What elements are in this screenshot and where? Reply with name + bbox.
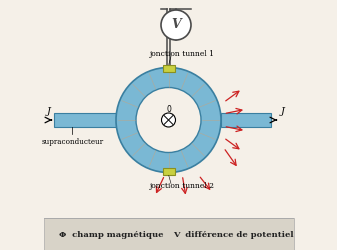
Text: 0: 0 xyxy=(167,105,172,114)
FancyBboxPatch shape xyxy=(162,65,175,72)
Text: supraconducteur: supraconducteur xyxy=(41,138,103,146)
FancyBboxPatch shape xyxy=(43,218,294,250)
Text: J: J xyxy=(280,107,284,116)
FancyBboxPatch shape xyxy=(54,113,116,127)
Text: Φ  champ magnétique: Φ champ magnétique xyxy=(59,232,163,239)
FancyBboxPatch shape xyxy=(221,113,271,127)
Text: jonction tunnel 2: jonction tunnel 2 xyxy=(150,182,215,190)
Text: V  différence de potentiel: V différence de potentiel xyxy=(174,232,294,239)
Circle shape xyxy=(136,88,201,152)
Circle shape xyxy=(161,113,176,127)
Circle shape xyxy=(116,68,221,172)
Text: J: J xyxy=(47,107,51,116)
Text: jonction tunnel 1: jonction tunnel 1 xyxy=(150,50,215,58)
Text: V: V xyxy=(171,18,181,32)
Circle shape xyxy=(161,10,191,40)
FancyBboxPatch shape xyxy=(162,168,175,175)
